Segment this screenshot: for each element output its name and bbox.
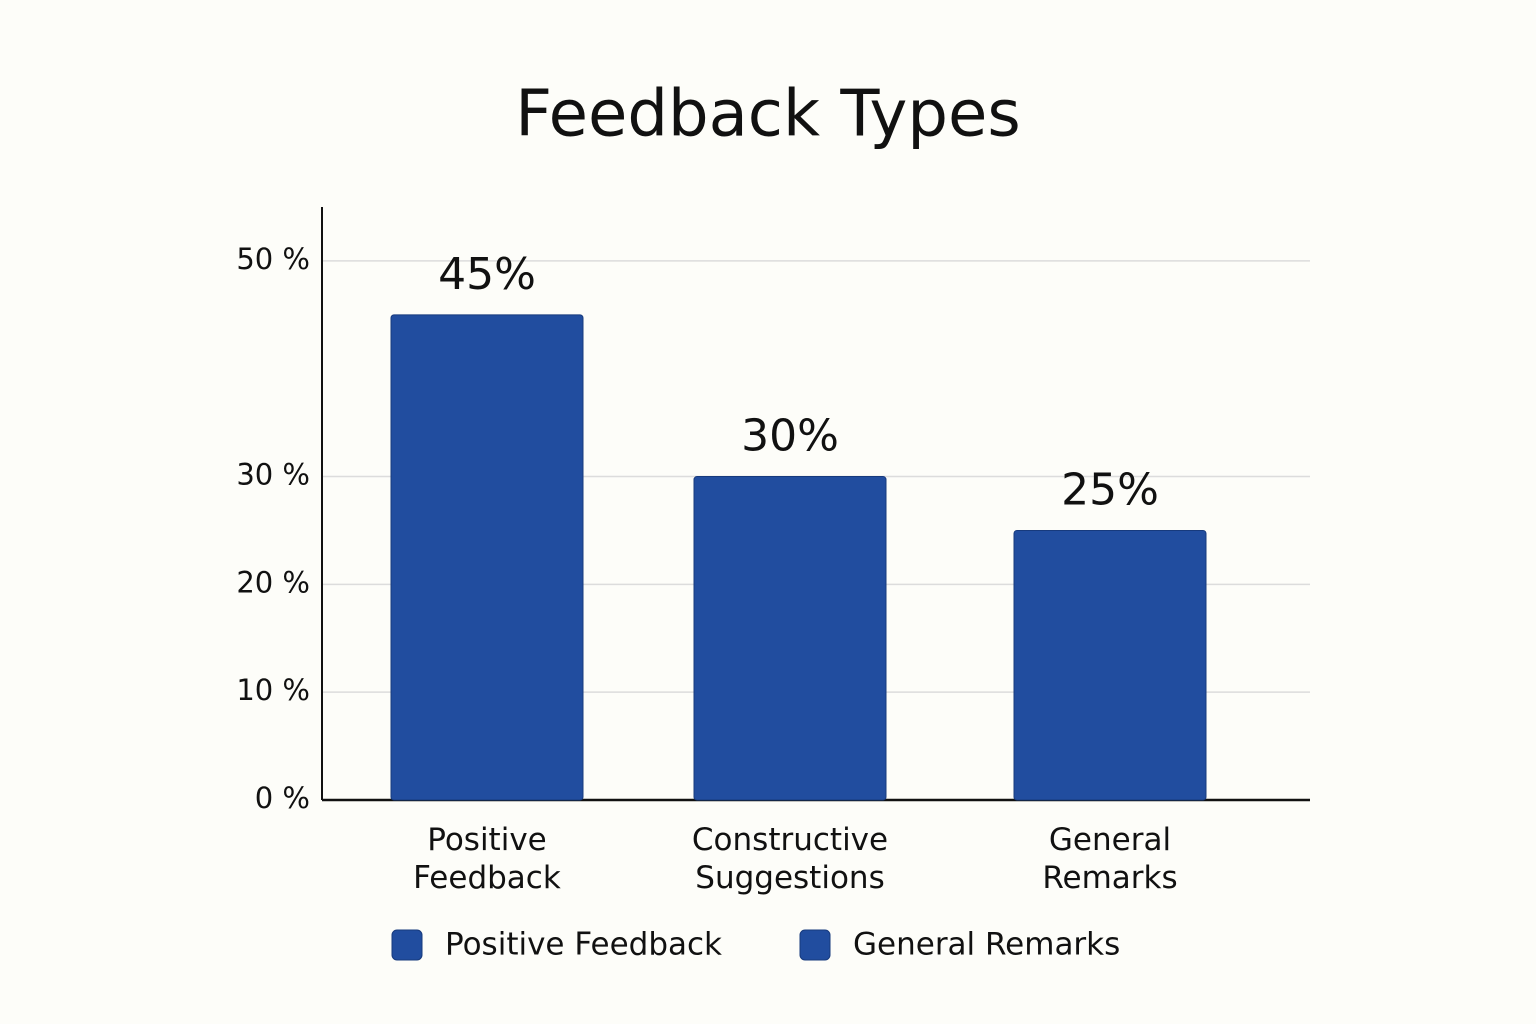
legend-label: Positive Feedback [445, 927, 722, 963]
y-tick-label: 50 % [236, 242, 310, 276]
value-label: 45% [438, 249, 536, 300]
bar [390, 314, 584, 801]
legend-label: General Remarks [853, 927, 1120, 963]
value-label: 25% [1061, 464, 1159, 515]
y-tick-label: 0 % [255, 781, 310, 815]
legend-swatch [391, 929, 423, 961]
value-label: 30% [741, 411, 839, 462]
bar [693, 476, 887, 801]
chart-title: Feedback Types [515, 78, 1020, 152]
x-tick-label: General Remarks [1042, 822, 1178, 896]
y-tick-label: 10 % [236, 673, 310, 707]
legend-swatch [799, 929, 831, 961]
y-tick-label: 20 % [236, 565, 310, 599]
y-tick-label: 30 % [236, 458, 310, 492]
bar [1013, 529, 1207, 801]
x-tick-label: Positive Feedback [413, 822, 561, 896]
x-tick-label: Constructive Suggestions [691, 822, 889, 896]
